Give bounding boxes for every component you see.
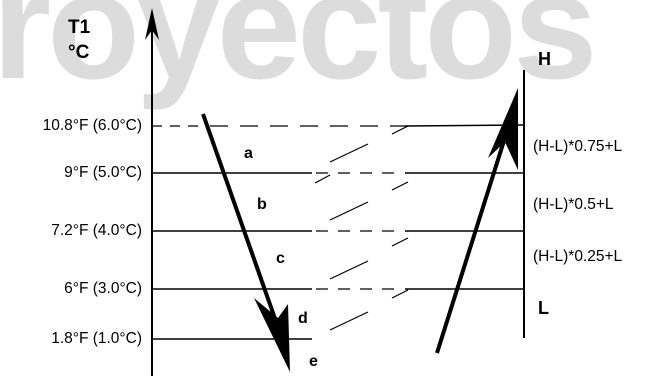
falling-arrow-head bbox=[254, 298, 290, 372]
slant-connector bbox=[391, 181, 409, 191]
slant-connector bbox=[329, 311, 369, 331]
slant-connector bbox=[391, 125, 409, 135]
slant-connector bbox=[314, 174, 331, 184]
right-scale-low-label: L bbox=[538, 298, 549, 318]
tick-label-3c: 6°F (3.0°C) bbox=[64, 280, 142, 297]
vertical-axis-arrowhead bbox=[145, 8, 159, 40]
slant-connector bbox=[329, 143, 369, 163]
zone-label-e: e bbox=[309, 353, 318, 370]
axis-title-t1: T1 bbox=[68, 17, 91, 38]
falling-arrow-shaft bbox=[201, 113, 281, 331]
right-scale-high-label: H bbox=[538, 49, 551, 69]
watermark-logo: royectos bbox=[0, 0, 598, 111]
formula-025: (H-L)*0.25+L bbox=[533, 248, 623, 265]
slant-connector bbox=[329, 260, 369, 280]
tick-label-4c: 7.2°F (4.0°C) bbox=[51, 222, 142, 239]
formula-05: (H-L)*0.5+L bbox=[533, 196, 614, 213]
zone-label-a: a bbox=[244, 145, 253, 162]
slant-connector bbox=[391, 237, 409, 247]
rising-arrow-shaft bbox=[435, 127, 510, 354]
zone-label-d: d bbox=[298, 310, 308, 327]
rising-arrow-head bbox=[488, 88, 518, 170]
tick-label-5c: 9°F (5.0°C) bbox=[64, 164, 142, 181]
zone-label-b: b bbox=[257, 196, 267, 213]
zone-label-c: c bbox=[276, 250, 285, 267]
tick-label-6c: 10.8°F (6.0°C) bbox=[42, 117, 142, 134]
formula-075: (H-L)*0.75+L bbox=[533, 138, 623, 155]
tick-label-1c: 1.8°F (1.0°C) bbox=[51, 330, 142, 347]
axis-title-unit: °C bbox=[68, 42, 90, 63]
slant-connector bbox=[329, 201, 369, 221]
slant-connector bbox=[391, 289, 409, 299]
